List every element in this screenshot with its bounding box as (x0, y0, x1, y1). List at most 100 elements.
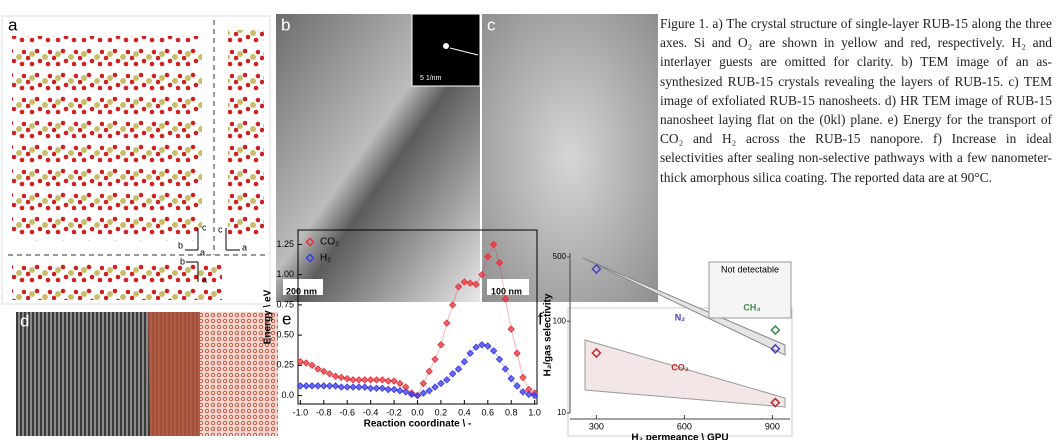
panel-label: b (281, 15, 290, 34)
panel-label: d (20, 311, 29, 330)
x-tick-label: -0.4 (363, 407, 379, 417)
data-point (497, 356, 503, 362)
y-axis-label: Energy \ eV (263, 289, 274, 344)
data-point (391, 378, 397, 384)
data-point (397, 388, 403, 394)
figure-caption: Figure 1. a) The crystal structure of si… (660, 14, 1052, 187)
data-point (520, 374, 526, 380)
data-point (315, 383, 321, 389)
data-point (321, 383, 327, 389)
data-point (373, 377, 379, 383)
data-point (356, 384, 362, 390)
crystal-view-2 (228, 30, 264, 240)
data-point (426, 388, 432, 394)
data-point (420, 380, 426, 386)
data-point (368, 377, 374, 383)
series-label: CO₂ (671, 362, 689, 372)
data-point (309, 362, 315, 368)
x-tick-label: 900 (765, 421, 780, 431)
x-tick-label: 0.4 (458, 407, 471, 417)
x-tick-label: -0.6 (339, 407, 355, 417)
panel-label: c (487, 15, 496, 34)
data-point (508, 326, 514, 332)
data-point (397, 380, 403, 386)
figure: a c b a c a b a 5 1/nm b 200 nm c 100 nm… (0, 0, 1057, 440)
data-point (356, 377, 362, 383)
x-tick-label: 300 (589, 421, 604, 431)
data-point (432, 384, 438, 390)
axis-label: b (178, 240, 183, 250)
annotation: Not detectable (721, 264, 779, 274)
y-tick-label: 0.75 (276, 299, 294, 309)
data-point (350, 377, 356, 383)
data-point (315, 366, 321, 372)
y-tick-label: 100 (553, 316, 567, 325)
data-point (415, 393, 421, 399)
data-point (309, 383, 315, 389)
y-tick-label: 0.0 (281, 390, 294, 400)
x-tick-label: 0.0 (411, 407, 424, 417)
series-label: N₂ (675, 312, 686, 322)
y-tick-label: 1.25 (276, 239, 294, 249)
data-point (338, 384, 344, 390)
axis-label: a (200, 247, 205, 257)
series-label: CH₄ (743, 302, 760, 312)
data-point (338, 374, 344, 380)
data-point (438, 380, 444, 386)
data-point (368, 385, 374, 391)
scale-label: 5 1/nm (420, 75, 442, 82)
data-point (344, 376, 350, 382)
data-point (502, 366, 508, 372)
data-point (420, 390, 426, 396)
data-point (426, 368, 432, 374)
data-point (321, 368, 327, 374)
panel-label: a (8, 15, 18, 34)
x-axis-label: H₂ permeance \ GPU (631, 433, 728, 440)
data-point (385, 387, 391, 393)
legend-label: H₂ (320, 253, 331, 264)
data-point (332, 373, 338, 379)
data-point (450, 302, 456, 308)
diffraction-spot (443, 43, 449, 49)
x-axis-label: Reaction coordinate \ - (364, 419, 472, 430)
data-point (373, 385, 379, 391)
data-point (385, 378, 391, 384)
x-tick-label: 600 (677, 421, 692, 431)
axis-label: a (242, 242, 247, 252)
legend-label: CO₂ (320, 237, 339, 248)
data-point (444, 320, 450, 326)
crystal-view-1 (12, 36, 202, 241)
y-tick-label: 500 (553, 252, 567, 261)
data-point (327, 383, 333, 389)
y-tick-label: 10 (557, 408, 566, 417)
x-tick-label: -0.8 (316, 407, 332, 417)
axis-label: a (202, 274, 207, 284)
y-tick-label: 1.00 (276, 269, 294, 279)
x-tick-label: -1.0 (293, 407, 309, 417)
data-point (479, 342, 485, 348)
panel-label: e (282, 309, 291, 328)
data-point (379, 385, 385, 391)
data-point (303, 360, 309, 366)
x-tick-label: -0.2 (386, 407, 402, 417)
crystal-view-3 (12, 262, 222, 300)
y-axis-label: H₂/gas selectivity (543, 293, 554, 376)
data-point (514, 350, 520, 356)
y-tick-label: 0.50 (276, 330, 294, 340)
data-point (362, 384, 368, 390)
data-point (327, 371, 333, 377)
data-point (332, 383, 338, 389)
data-point (379, 377, 385, 383)
axis-label: c (202, 222, 207, 232)
x-tick-label: 0.8 (505, 407, 518, 417)
highlight-overlay (148, 312, 204, 436)
data-point (344, 384, 350, 390)
axis-label: c (218, 224, 223, 234)
data-point (303, 383, 309, 389)
axis-label: b (180, 256, 185, 266)
data-point (350, 384, 356, 390)
x-tick-label: 0.2 (435, 407, 448, 417)
data-point (432, 356, 438, 362)
y-tick-label: 0.25 (276, 360, 294, 370)
data-point (526, 391, 532, 397)
